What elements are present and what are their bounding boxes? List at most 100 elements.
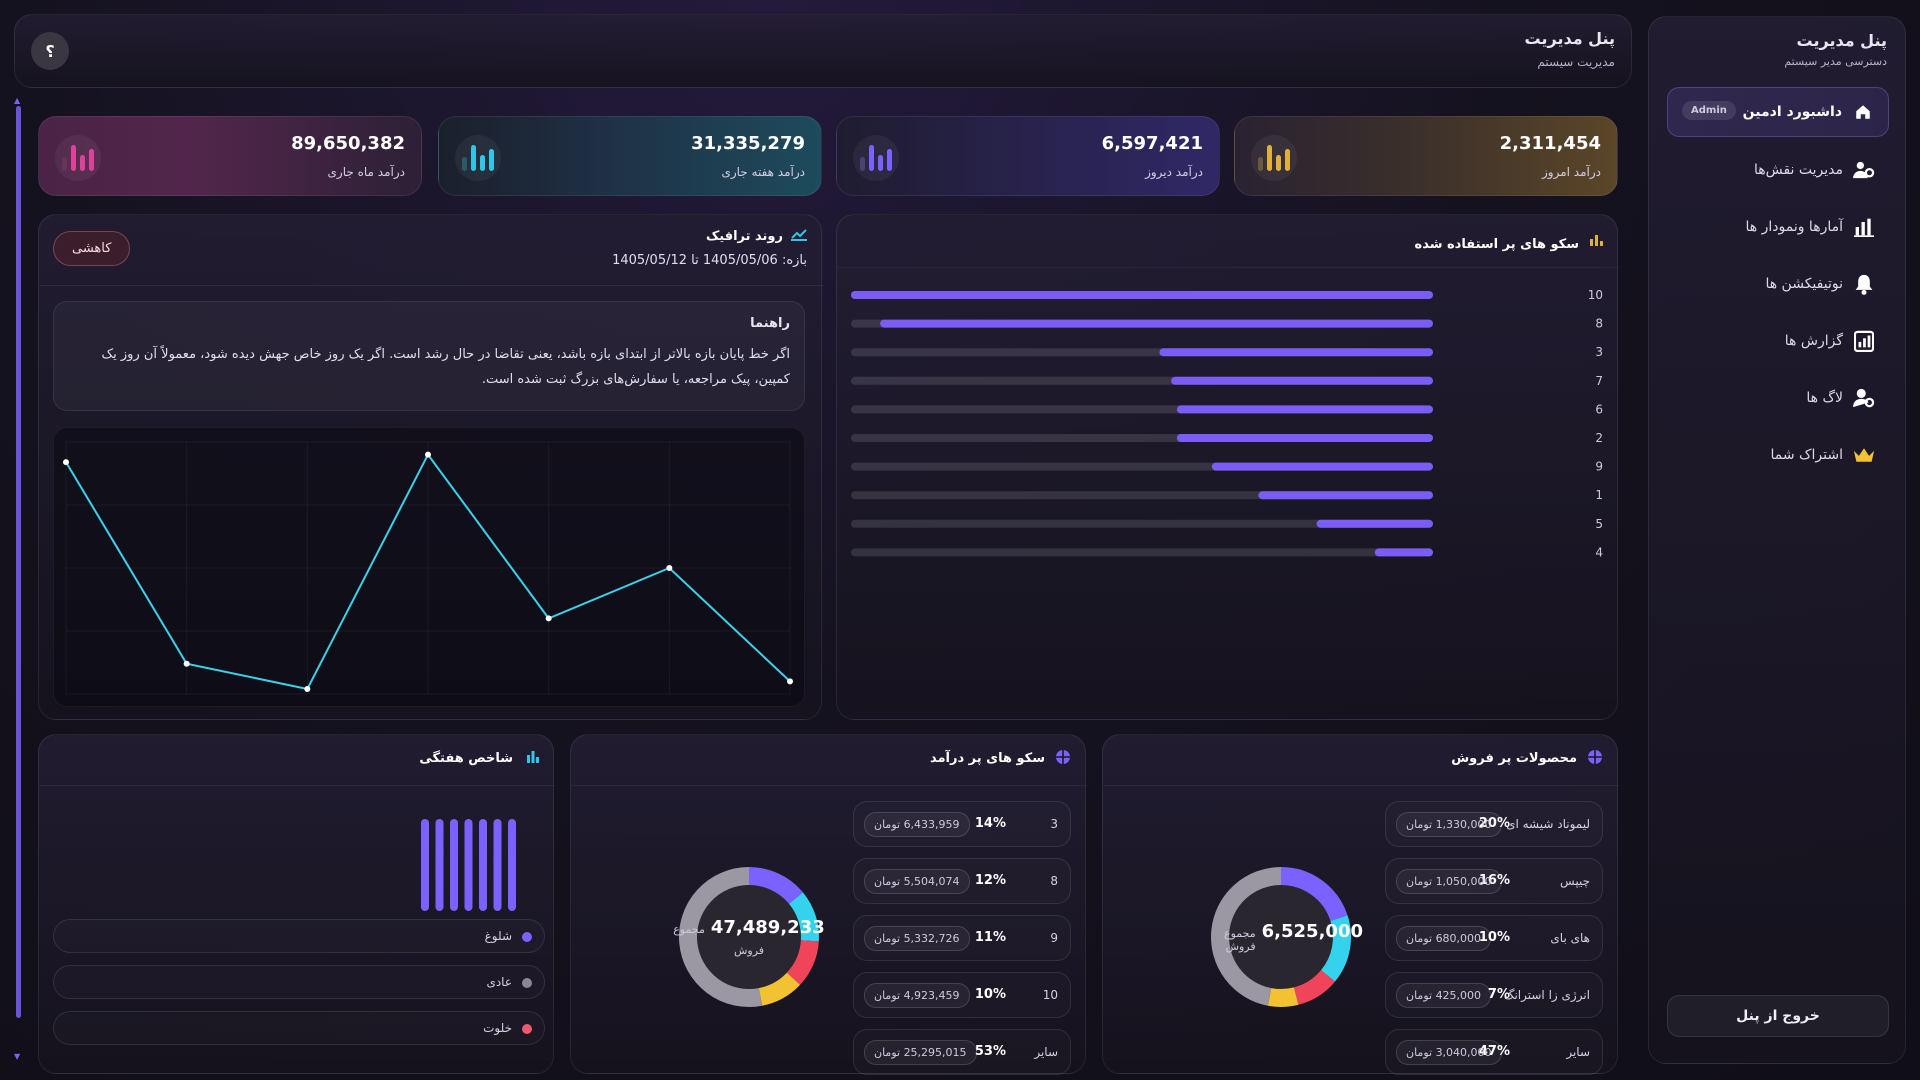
bar-label: 3 [1595, 345, 1603, 359]
bar-label: 6 [1595, 402, 1603, 416]
sidebar-item-roles[interactable]: مدیریت نقش‌ها [1667, 145, 1889, 195]
sidebar-item-dashboard[interactable]: داشبورد ادمین Admin [1667, 87, 1889, 137]
sidebar-item-notifications[interactable]: نوتیفیکشن ها [1667, 259, 1889, 309]
top-revenue-skus-card: سکو های پر درآمد 3 14% 6,433,959 تومان 8 12%… [570, 734, 1087, 1075]
sidebar-subtitle: دسترسی مدیر سیستم [1784, 55, 1887, 68]
sidebar-item-stats[interactable]: آمارها ونمودار ها [1667, 202, 1889, 252]
donut-label: مجموع [673, 923, 705, 936]
legend-dot [522, 932, 532, 942]
bar [1374, 548, 1433, 557]
data-point [183, 660, 190, 667]
user-log-icon [1853, 387, 1875, 409]
donut-slice [1211, 867, 1282, 1006]
item-percent: 53% [974, 1044, 1006, 1059]
traffic-chart [53, 427, 805, 707]
bar [1176, 434, 1433, 442]
chart-icon [1853, 216, 1875, 238]
legend-item-quiet: خلوت [53, 1011, 545, 1045]
donut-label: مجموع فروش [1224, 927, 1256, 953]
report-icon [1853, 330, 1875, 352]
legend-label: شلوغ [484, 929, 512, 943]
item-name: لیموناد شیشه ای [1506, 817, 1590, 831]
sidebar-item-label: اشتراک شما [1770, 447, 1843, 463]
weekly-bar [450, 819, 458, 911]
item-amount: 1,050,000 تومان [1396, 869, 1502, 894]
divider [1103, 785, 1619, 786]
donut-slice [1280, 867, 1348, 922]
sidebar-item-label: مدیریت نقش‌ها [1753, 162, 1843, 178]
guide-text: اگر خط پایان بازه بالاتر از ابتدای بازه … [101, 347, 790, 387]
list-item: های بای 10% 680,000 تومان [1385, 915, 1603, 961]
donut-slice [786, 939, 819, 985]
bar-chart-icon [55, 135, 101, 181]
bar-chart-icon [455, 135, 501, 181]
products-donut: 6,525,000 مجموع فروش [1199, 855, 1363, 1019]
divider [837, 267, 1619, 268]
admin-badge: Admin [1682, 101, 1736, 120]
bar [851, 291, 1433, 299]
donut-slice [758, 972, 801, 1006]
data-point [304, 685, 311, 692]
products-title: محصولات پر فروش [1451, 751, 1577, 766]
legend-label: خلوت [483, 1021, 512, 1035]
weekly-index-card: شاخص هفتگی شلوغ عادی خلوت [38, 734, 555, 1074]
donut-hole [690, 878, 808, 996]
bar-chart-icon [1251, 135, 1297, 181]
weekly-title: شاخص هفتگی [419, 751, 513, 766]
item-percent: 10% [974, 987, 1006, 1002]
divider [39, 285, 823, 286]
bar [1316, 519, 1433, 528]
data-point [545, 615, 552, 622]
stat-value: 31,335,279 [691, 133, 805, 154]
scrollbar-up-arrow[interactable]: ▲ [14, 96, 21, 105]
donut-total: 47,489,233 [710, 917, 825, 938]
stat-label: درآمد هفته جاری [721, 165, 805, 179]
item-amount: 4,923,459 تومان [864, 983, 970, 1008]
list-item: سایر 53% 25,295,015 تومان [853, 1029, 1071, 1075]
stat-label: درآمد امروز [1542, 165, 1601, 179]
list-item: 9 11% 5,332,726 تومان [853, 915, 1071, 961]
item-name: 9 [1050, 931, 1058, 945]
sidebar-item-label: آمارها ونمودار ها [1745, 219, 1843, 235]
legend-dot [522, 1024, 532, 1034]
stat-value: 2,311,454 [1499, 133, 1601, 154]
weekly-bar [435, 819, 444, 911]
pie-chart-icon [1055, 749, 1071, 769]
sidebar-item-reports[interactable]: گزارش ها [1667, 316, 1889, 366]
skus-title: سکو های پر استفاده شده [1414, 237, 1579, 252]
bar-label: 2 [1595, 431, 1603, 445]
data-point [63, 459, 69, 466]
bar-label: 9 [1595, 460, 1603, 474]
sidebar-item-logs[interactable]: لاگ ها [1667, 373, 1889, 423]
list-item: لیموناد شیشه ای 20% 1,330,000 تومان [1385, 801, 1603, 847]
scrollbar-down-arrow[interactable]: ▼ [14, 1052, 21, 1061]
weekly-bars [421, 819, 516, 911]
logout-button[interactable]: خروج از پنل [1667, 995, 1889, 1037]
donut-total: 6,525,000 [1261, 921, 1363, 942]
bar-label: 7 [1595, 374, 1603, 388]
sidebar-item-label: گزارش ها [1784, 333, 1843, 349]
help-button[interactable]: ؟ [31, 32, 69, 70]
donut-slice [1267, 987, 1299, 1007]
revenue-title: سکو های پر درآمد [929, 751, 1045, 766]
sidebar-item-subscription[interactable]: اشتراک شما [1667, 430, 1889, 480]
stat-card-today: 2,311,454 درآمد امروز [1234, 116, 1618, 196]
scrollbar-thumb[interactable] [16, 106, 21, 1018]
sku-bar-chart: 10 8 3 7 6 2 9 1 5 4 [851, 288, 1603, 559]
bar-label: 1 [1595, 488, 1603, 502]
weekly-bar [421, 819, 429, 911]
item-percent: 14% [974, 816, 1006, 831]
list-item: انرژی زا استرانگ 7% 425,000 تومان [1385, 972, 1603, 1018]
legend-item-busy: شلوغ [53, 919, 545, 953]
stat-card-month: 89,650,382 درآمد ماه جاری [38, 116, 422, 196]
item-name: 10 [1042, 988, 1058, 1002]
donut-slice [788, 892, 819, 942]
traffic-card: روند ترافیک بازه: 1405/05/06 تا 1405/05/… [38, 214, 823, 720]
guide-title: راهنما [750, 316, 790, 331]
donut-center: 6,525,000 مجموع فروش [1199, 855, 1363, 1019]
top-header: پنل مدیریت مدیریت سیستم ؟ [14, 14, 1632, 88]
revenue-donut: 47,489,233 مجموع فروش [667, 855, 831, 1019]
weekly-bar [464, 819, 473, 911]
item-amount: 425,000 تومان [1396, 983, 1492, 1008]
item-name: 8 [1050, 874, 1058, 888]
